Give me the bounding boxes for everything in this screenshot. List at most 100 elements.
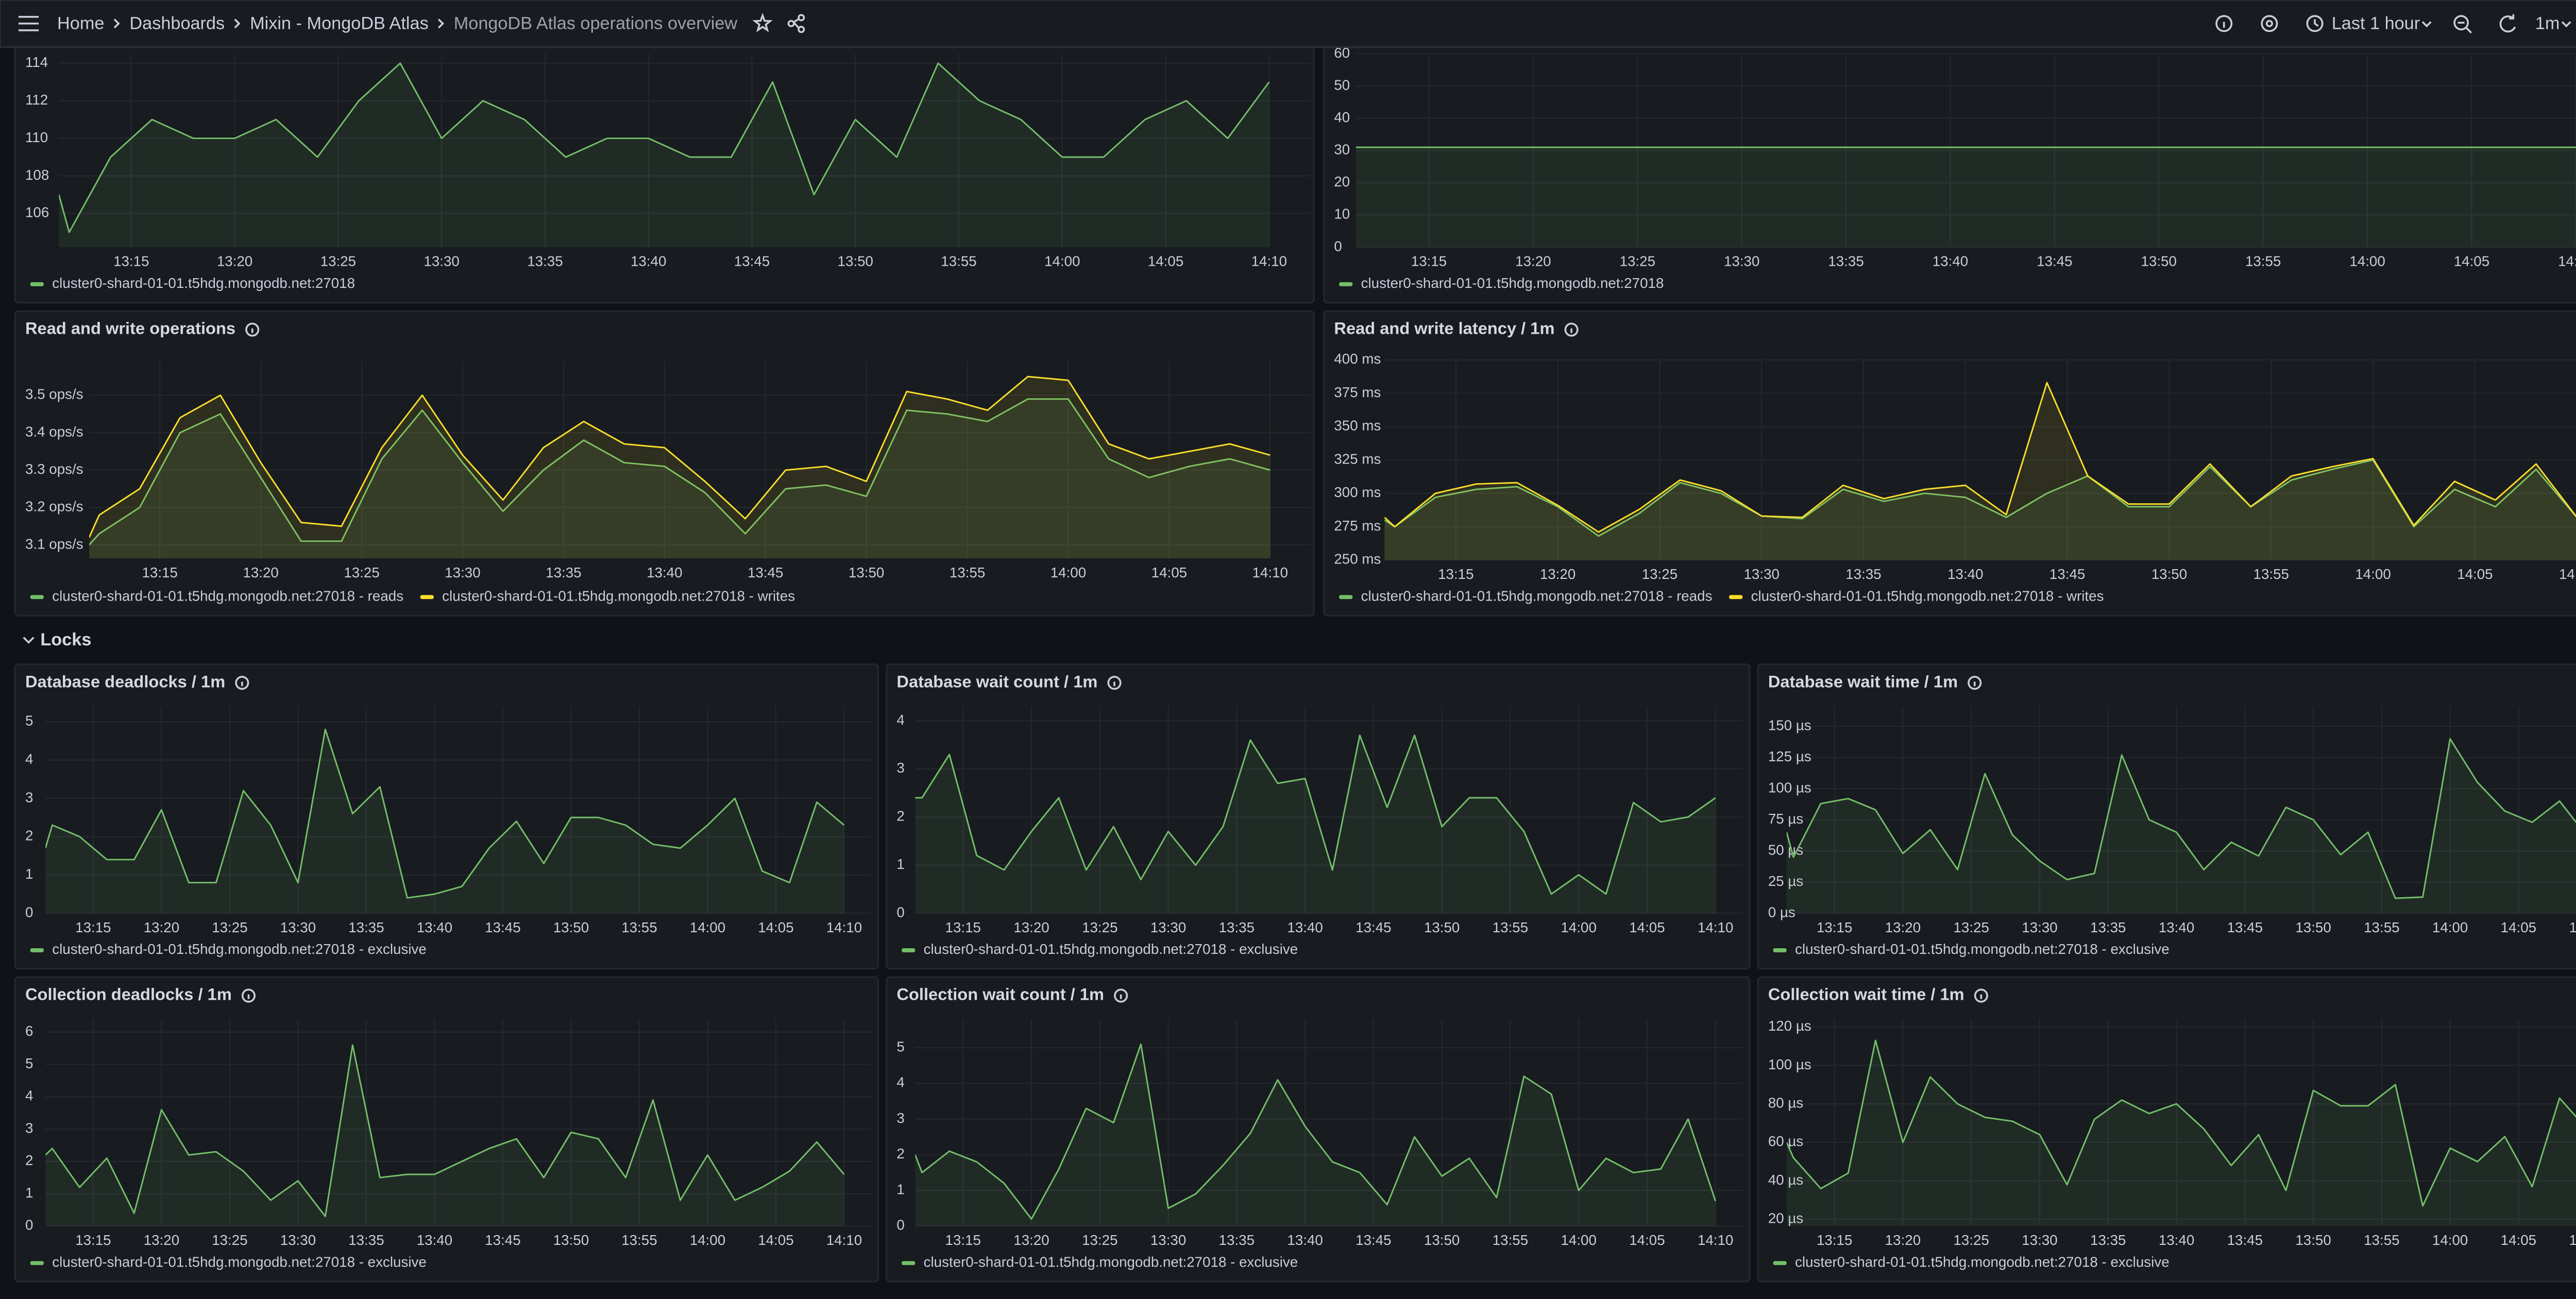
line xyxy=(915,734,1716,895)
panel-title: Collection wait count / 1m xyxy=(896,985,1104,1004)
x-tick-label: 13:55 xyxy=(950,565,985,580)
x-tick-label: 13:15 xyxy=(75,1232,111,1248)
info-icon[interactable] xyxy=(1107,676,1122,690)
legend-label[interactable]: cluster0-shard-01-01.t5hdg.mongodb.net:2… xyxy=(1361,275,1664,291)
refresh-icon[interactable] xyxy=(2499,15,2516,32)
x-tick-label: 13:15 xyxy=(1438,566,1473,582)
info-icon[interactable] xyxy=(1564,322,1579,337)
row-header[interactable]: Locks xyxy=(23,630,92,649)
legend-label[interactable]: cluster0-shard-01-01.t5hdg.mongodb.net:2… xyxy=(52,941,427,957)
y-tick-label: 3 xyxy=(25,1120,33,1136)
y-tick-label: 2 xyxy=(896,1146,904,1161)
legend-swatch[interactable] xyxy=(902,1261,916,1266)
legend-label[interactable]: cluster0-shard-01-01.t5hdg.mongodb.net:2… xyxy=(52,1254,427,1270)
x-tick-label: 13:50 xyxy=(838,253,873,269)
x-tick-label: 14:05 xyxy=(1148,253,1183,269)
legend-swatch[interactable] xyxy=(1729,595,1743,600)
legend-swatch[interactable] xyxy=(30,948,44,952)
x-tick-label: 14:00 xyxy=(2355,566,2391,582)
time-range[interactable]: Last 1 hour xyxy=(2332,13,2420,33)
legend-label[interactable]: cluster0-shard-01-01.t5hdg.mongodb.net:2… xyxy=(1795,941,2170,957)
settings-button[interactable] xyxy=(2261,15,2278,32)
area xyxy=(1786,739,2576,914)
y-tick-label: 3 xyxy=(896,1110,904,1126)
zoom-out-button[interactable] xyxy=(2453,15,2472,33)
y-tick-label: 80 µs xyxy=(1768,1095,1803,1110)
panel-bg xyxy=(1757,663,2576,970)
legend-label[interactable]: cluster0-shard-01-01.t5hdg.mongodb.net:2… xyxy=(1751,588,2104,604)
legend-label[interactable]: cluster0-shard-01-01.t5hdg.mongodb.net:2… xyxy=(1795,1254,2170,1270)
panel-bg xyxy=(1323,310,2576,617)
y-tick-label: 3.5 ops/s xyxy=(25,386,83,402)
breadcrumb[interactable]: Mixin - MongoDB Atlas xyxy=(250,13,429,33)
legend-swatch[interactable] xyxy=(902,948,916,952)
x-tick-label: 13:40 xyxy=(1933,253,1968,269)
x-tick-label: 13:25 xyxy=(1620,253,1655,269)
legend-label[interactable]: cluster0-shard-01-01.t5hdg.mongodb.net:2… xyxy=(924,941,1298,957)
x-tick-label: 13:35 xyxy=(527,253,563,269)
legend-label[interactable]: cluster0-shard-01-01.t5hdg.mongodb.net:2… xyxy=(442,588,795,604)
x-tick-label: 14:00 xyxy=(1561,919,1596,935)
y-tick-label: 6 xyxy=(25,1023,33,1039)
plot-area xyxy=(1786,738,2576,914)
info-icon[interactable] xyxy=(245,322,260,337)
refresh-button[interactable]: 1m xyxy=(2499,13,2571,33)
y-tick-label: 4 xyxy=(25,751,33,767)
row-title[interactable]: Locks xyxy=(40,630,91,649)
info-icon[interactable] xyxy=(1974,988,1988,1003)
legend-label[interactable]: cluster0-shard-01-01.t5hdg.mongodb.net:2… xyxy=(924,1254,1298,1270)
legend-swatch[interactable] xyxy=(30,1261,44,1266)
refresh-interval[interactable]: 1m xyxy=(2535,13,2560,33)
area xyxy=(45,729,844,914)
x-tick-label: 13:25 xyxy=(212,1232,247,1248)
x-tick-label: 13:30 xyxy=(423,253,459,269)
x-tick-label: 13:55 xyxy=(2245,253,2281,269)
legend-swatch[interactable] xyxy=(30,282,44,286)
star-button[interactable] xyxy=(752,12,773,32)
gear-icon[interactable] xyxy=(2261,15,2278,32)
x-tick-label: 13:40 xyxy=(2159,919,2194,935)
legend-label[interactable]: cluster0-shard-01-01.t5hdg.mongodb.net:2… xyxy=(52,588,403,604)
legend-swatch[interactable] xyxy=(420,595,434,600)
breadcrumb[interactable]: Dashboards xyxy=(129,13,225,33)
breadcrumbs: Home Dashboards Mixin - MongoDB Atlas Mongo… xyxy=(57,12,805,33)
info-icon[interactable] xyxy=(241,988,256,1003)
x-tick-label: 13:25 xyxy=(1082,1232,1117,1248)
share-node[interactable] xyxy=(798,14,805,22)
panel-title: Read and write latency / 1m xyxy=(1334,319,1554,338)
legend-label[interactable]: cluster0-shard-01-01.t5hdg.mongodb.net:2… xyxy=(52,275,355,291)
info-icon[interactable] xyxy=(1968,676,1982,690)
panel-title: Read and write operations xyxy=(25,319,235,338)
legend-swatch[interactable] xyxy=(1339,282,1353,286)
x-tick-label: 13:40 xyxy=(1287,919,1323,935)
y-tick-label: 1 xyxy=(25,1185,33,1201)
line xyxy=(45,728,845,899)
menu-button[interactable] xyxy=(18,15,39,31)
info-icon[interactable] xyxy=(1114,988,1128,1003)
x-tick-label: 13:35 xyxy=(1828,253,1863,269)
panel-bg xyxy=(886,976,1751,1283)
x-tick-label: 13:30 xyxy=(445,565,480,580)
zoom-icon[interactable] xyxy=(2453,15,2469,30)
x-tick-label: 13:30 xyxy=(2022,919,2057,935)
x-tick-label: 13:55 xyxy=(2253,566,2289,582)
share-node xyxy=(798,26,805,33)
breadcrumb[interactable]: Home xyxy=(57,13,104,33)
share-lines xyxy=(792,18,800,29)
row-chevron[interactable] xyxy=(23,637,35,644)
x-tick-label: 14:00 xyxy=(2432,1232,2468,1248)
legend-swatch[interactable] xyxy=(30,595,44,600)
info-button[interactable] xyxy=(2215,15,2233,32)
x-tick-label: 14:05 xyxy=(758,1232,793,1248)
info-icon[interactable] xyxy=(2215,15,2233,32)
y-tick-label: 20 µs xyxy=(1768,1210,1803,1226)
time-picker[interactable]: Last 1 hour xyxy=(2306,13,2432,33)
legend-swatch[interactable] xyxy=(1339,595,1353,600)
x-tick-label: 14:05 xyxy=(2454,253,2489,269)
legend-label[interactable]: cluster0-shard-01-01.t5hdg.mongodb.net:2… xyxy=(1361,588,1713,604)
legend-swatch[interactable] xyxy=(1773,1261,1787,1266)
info-icon[interactable] xyxy=(235,676,249,690)
x-tick-label: 13:45 xyxy=(1355,919,1391,935)
legend-swatch[interactable] xyxy=(1773,948,1787,952)
x-tick-label: 13:25 xyxy=(1954,1232,1989,1248)
